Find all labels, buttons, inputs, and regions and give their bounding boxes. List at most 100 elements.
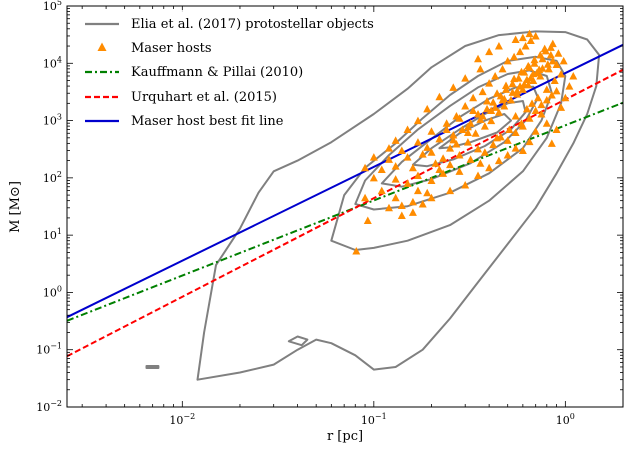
maser-host-point [528,99,537,107]
maser-host-point [538,54,547,63]
maser-host-point [474,171,483,179]
maser-host-point [427,127,436,135]
maser-host-point [474,110,483,118]
fit-line [67,101,623,322]
maser-host-point [522,104,531,113]
maser-host-point [449,130,458,139]
maser-host-point [369,173,378,182]
maser-host-point [534,93,543,102]
maser-host-point [435,134,444,143]
maser-host-point [505,125,514,133]
elia-contours [145,30,601,381]
maser-host-point [552,125,561,133]
maser-host-point [503,136,512,144]
maser-host-point [446,186,455,195]
maser-host-point [363,216,372,225]
maser-host-point [532,68,541,77]
maser-host-point [418,199,427,208]
maser-host-point [554,49,563,57]
maser-host-point [521,42,530,50]
maser-host-point [455,167,464,175]
maser-host-point [525,114,534,122]
x-axis-label: r [pc] [327,429,363,444]
maser-host-point [557,70,566,78]
maser-host-point [469,93,478,102]
maser-host-point [408,197,417,206]
maser-host-point [435,92,444,101]
maser-host-point [510,74,519,83]
maser-host-point [423,143,432,151]
maser-host-point [474,54,483,63]
maser-host-point [478,112,487,120]
maser-host-point [403,179,412,187]
maser-host-point [397,211,406,220]
maser-host-point [377,165,386,173]
maser-host-point [503,151,512,159]
maser-host-point [384,155,393,163]
fit-lines [67,43,623,358]
maser-host-point [518,146,527,155]
maser-host-point [455,151,464,159]
maser-host-points [352,29,578,255]
maser-host-point [542,119,551,127]
maser-host-point [502,85,511,93]
maser-host-point [384,203,393,212]
maser-host-point [384,144,393,152]
maser-host-point [397,146,406,155]
maser-host-point [483,96,492,105]
maser-host-point [361,193,370,202]
maser-host-point [525,137,534,146]
maser-host-point [461,181,470,189]
maser-host-point [511,128,520,136]
maser-host-point [439,169,448,177]
maser-host-point [493,89,502,97]
maser-host-point [536,50,545,59]
maser-host-point [463,138,472,146]
maser-host-point [352,246,361,255]
maser-host-point [531,127,540,135]
maser-host-point [569,71,578,80]
maser-host-point [408,163,417,172]
maser-host-point [377,186,386,195]
maser-host-point [541,46,550,55]
maser-host-point [538,64,547,72]
maser-host-point [442,119,451,127]
maser-host-point [503,56,512,65]
maser-host-point [500,101,509,110]
maser-host-point [502,81,511,89]
maser-host-point [427,176,436,184]
maser-host-point [506,95,515,104]
maser-host-point [431,159,440,167]
maser-host-point [511,112,520,120]
maser-host-point [547,90,556,99]
maser-host-point [391,162,400,170]
legend-label-maser-hosts: Maser hosts [131,41,212,56]
maser-host-point [485,79,494,87]
maser-host-point [537,100,546,109]
maser-host-point [480,122,489,130]
maser-host-point [413,116,422,125]
maser-host-point [550,76,559,85]
maser-host-point [500,94,509,103]
maser-host-point [496,132,505,141]
maser-host-point [548,56,557,65]
maser-host-point [489,140,498,149]
maser-host-point [391,193,400,202]
maser-host-point [526,73,535,82]
maser-host-point [557,103,566,111]
legend-label-urquhart: Urquhart et al. (2015) [131,90,277,105]
contour-level-4 [411,100,527,168]
maser-host-point [361,163,370,172]
maser-host-point [526,36,535,44]
maser-host-point [413,186,422,195]
maser-host-point [516,47,525,56]
maser-host-point [449,83,458,91]
y-axis-label: M [M⊙] [8,181,23,233]
maser-host-point [403,125,412,133]
maser-host-point [530,55,539,64]
maser-host-point [369,153,378,161]
maser-host-point [485,47,494,56]
maser-host-point [494,42,503,50]
